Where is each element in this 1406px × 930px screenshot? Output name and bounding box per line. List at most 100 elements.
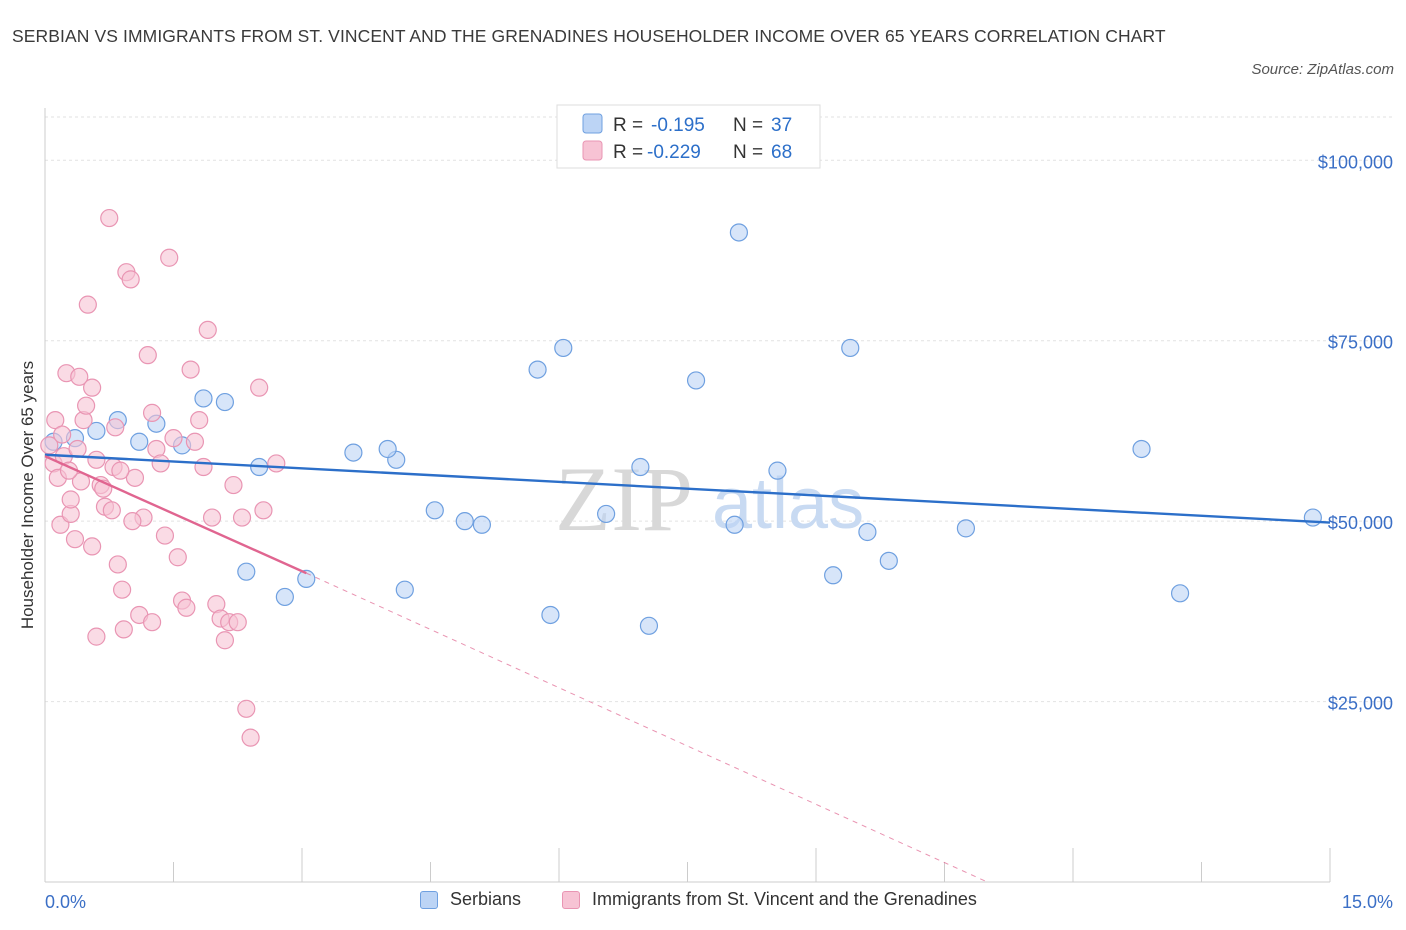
point-serbians-23 xyxy=(597,504,616,524)
point-serbians-29 xyxy=(768,461,787,480)
point-immigrants-31 xyxy=(160,248,179,267)
x-tick-label-min: 0.0% xyxy=(45,892,86,912)
legend-r-label-1: R = xyxy=(613,115,643,136)
point-immigrants-59 xyxy=(102,501,121,520)
point-immigrants-63 xyxy=(77,396,96,415)
x-tick-label-max: 15.0% xyxy=(1342,892,1393,912)
point-serbians-24 xyxy=(631,457,650,477)
point-serbians-16 xyxy=(378,439,397,459)
legend-swatch-serbians-bottom xyxy=(420,890,438,909)
point-immigrants-36 xyxy=(181,360,200,379)
point-serbians-13 xyxy=(344,443,363,462)
point-immigrants-57 xyxy=(87,627,106,646)
point-serbians-8 xyxy=(215,392,234,412)
legend-label-serbians: Serbians xyxy=(450,889,522,909)
point-immigrants-13 xyxy=(83,378,102,397)
legend-swatch-serbians xyxy=(582,113,603,134)
point-serbians-26 xyxy=(686,371,706,390)
point-serbians-30 xyxy=(824,566,843,585)
point-immigrants-60 xyxy=(111,461,130,480)
point-serbians-20 xyxy=(528,360,547,379)
legend-item-immigrants: Immigrants from St. Vincent and the Gren… xyxy=(562,889,977,910)
point-serbians-21 xyxy=(554,338,573,358)
point-immigrants-62 xyxy=(123,512,142,531)
point-immigrants-66 xyxy=(142,613,162,632)
point-immigrants-27 xyxy=(142,403,162,422)
correlation-legend: R = -0.195 N = 37 R = -0.229 N = 68 xyxy=(556,104,821,169)
series-legend: Serbians Immigrants from St. Vincent and… xyxy=(0,889,1406,917)
point-immigrants-10 xyxy=(70,367,89,386)
point-serbians-27 xyxy=(725,515,744,534)
point-immigrants-38 xyxy=(190,411,209,430)
point-immigrants-39 xyxy=(194,457,213,477)
point-immigrants-14 xyxy=(87,450,106,469)
legend-n-label-1: N = xyxy=(733,115,763,136)
point-immigrants-35 xyxy=(177,598,196,617)
point-serbians-18 xyxy=(455,512,474,531)
legend-n-label-2: N = xyxy=(733,142,763,163)
trend-line-immigrants xyxy=(44,455,307,575)
point-serbians-19 xyxy=(472,515,491,534)
trend-lines xyxy=(44,453,1331,883)
y-tick-label-1: $50,000 xyxy=(1328,513,1393,533)
point-immigrants-23 xyxy=(125,468,145,487)
point-immigrants-61 xyxy=(114,620,133,639)
point-immigrants-52 xyxy=(254,501,273,520)
y-tick-label-3: $100,000 xyxy=(1318,152,1393,172)
point-immigrants-50 xyxy=(241,728,260,747)
trend-line-serbians xyxy=(44,453,1331,524)
point-immigrants-67 xyxy=(106,418,125,437)
legend-r-value-2: -0.229 xyxy=(647,142,701,163)
y-tick-label-2: $75,000 xyxy=(1328,333,1393,353)
point-serbians-15 xyxy=(425,501,444,520)
point-immigrants-29 xyxy=(151,454,170,473)
legend-r-value-1: -0.195 xyxy=(651,115,705,136)
point-immigrants-17 xyxy=(100,208,119,228)
y-tick-label-0: $25,000 xyxy=(1328,694,1393,714)
watermark: ZIP atlas xyxy=(555,448,864,550)
point-serbians-35 xyxy=(1132,439,1151,459)
axes xyxy=(44,108,1331,883)
point-immigrants-30 xyxy=(155,526,175,545)
point-immigrants-9 xyxy=(65,530,85,549)
point-immigrants-49 xyxy=(237,699,256,718)
trend-extension-immigrants xyxy=(306,572,988,883)
point-immigrants-33 xyxy=(168,548,187,567)
point-serbians-7 xyxy=(194,389,213,408)
point-immigrants-12 xyxy=(78,295,97,314)
point-serbians-33 xyxy=(879,551,898,570)
legend-n-value-1: 37 xyxy=(771,115,792,136)
point-immigrants-47 xyxy=(228,613,247,632)
point-immigrants-53 xyxy=(267,454,286,473)
y-axis-title: Householder Income Over 65 years xyxy=(18,361,37,629)
point-immigrants-20 xyxy=(112,580,132,599)
grid-lines xyxy=(45,116,1395,703)
point-immigrants-32 xyxy=(164,429,183,448)
point-serbians-22 xyxy=(541,605,560,625)
data-points xyxy=(40,208,1322,747)
point-serbians-17 xyxy=(395,580,414,599)
point-immigrants-48 xyxy=(232,508,252,527)
point-serbians-9 xyxy=(237,562,256,581)
y-tick-labels: $25,000 $50,000 $75,000 $100,000 xyxy=(1318,152,1393,713)
source-label: Source: ZipAtlas.com xyxy=(1251,61,1394,78)
legend-label-immigrants: Immigrants from St. Vincent and the Gren… xyxy=(592,889,977,909)
point-immigrants-22 xyxy=(121,270,140,289)
point-serbians-11 xyxy=(275,587,294,607)
point-serbians-36 xyxy=(1170,584,1190,603)
point-serbians-32 xyxy=(858,522,877,542)
point-serbians-37 xyxy=(1303,508,1322,527)
point-serbians-2 xyxy=(87,421,106,441)
point-immigrants-51 xyxy=(250,378,269,397)
point-immigrants-44 xyxy=(215,631,234,650)
chart-title: SERBIAN VS IMMIGRANTS FROM ST. VINCENT A… xyxy=(12,26,1166,46)
point-immigrants-40 xyxy=(198,320,217,340)
point-immigrants-46 xyxy=(224,475,243,495)
point-immigrants-54 xyxy=(61,490,80,509)
point-immigrants-19 xyxy=(108,555,127,574)
point-immigrants-64 xyxy=(68,439,87,459)
point-serbians-34 xyxy=(956,519,976,538)
legend-swatch-immigrants xyxy=(582,140,603,161)
legend-swatch-immigrants-bottom xyxy=(562,890,580,909)
